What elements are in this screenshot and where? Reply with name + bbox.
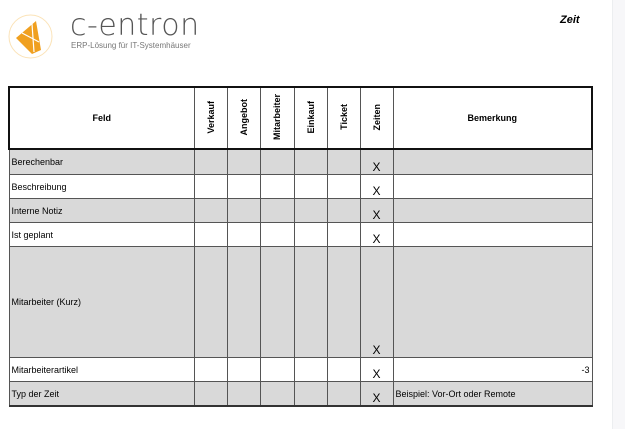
table-row: Mitarbeiter (Kurz) X: [8, 246, 593, 358]
c-entron-logo-icon: [8, 14, 53, 59]
cell-empty: [293, 246, 328, 358]
cell-empty: [293, 148, 328, 175]
cell-empty: [326, 148, 361, 175]
column-header-feld: Feld: [8, 86, 195, 150]
brand-name: c-entron: [70, 8, 200, 43]
cell-feld: Interne Notiz: [8, 198, 195, 223]
column-header-verkauf: Verkauf: [193, 86, 228, 150]
cell-empty: [193, 222, 228, 247]
cell-empty: [226, 246, 261, 358]
cell-empty: [259, 198, 295, 223]
cell-empty: [193, 246, 228, 358]
column-header-mitarbeiter: Mitarbeiter: [259, 86, 295, 150]
cell-empty: [293, 381, 328, 407]
table-row: Interne Notiz X: [8, 198, 593, 223]
cell-empty: [326, 246, 361, 358]
table-row: Berechenbar X: [8, 148, 593, 175]
cell-zeiten: X: [359, 246, 394, 358]
cell-zeiten: X: [359, 148, 394, 175]
cell-bemerkung: [392, 246, 593, 358]
field-table: Feld Verkauf Angebot Mitarbeiter Einkauf…: [8, 86, 593, 407]
table-row: Mitarbeiterartikel X -3: [8, 357, 593, 382]
cell-empty: [326, 357, 361, 382]
cell-empty: [259, 222, 295, 247]
column-header-einkauf: Einkauf: [293, 86, 328, 150]
column-header-bemerkung: Bemerkung: [392, 86, 593, 150]
cell-empty: [326, 174, 361, 199]
cell-bemerkung: [392, 198, 593, 223]
cell-empty: [259, 381, 295, 407]
column-header-angebot: Angebot: [226, 86, 261, 150]
cell-empty: [226, 198, 261, 223]
cell-empty: [259, 246, 295, 358]
cell-bemerkung: [392, 174, 593, 199]
cell-empty: [293, 357, 328, 382]
cell-empty: [193, 148, 228, 175]
cell-empty: [293, 174, 328, 199]
page-title: Zeit: [560, 14, 580, 26]
cell-zeiten: X: [359, 198, 394, 223]
cell-bemerkung: [392, 148, 593, 175]
cell-zeiten: X: [359, 357, 394, 382]
column-header-zeiten: Zeiten: [359, 86, 394, 150]
cell-empty: [259, 148, 295, 175]
cell-feld: Beschreibung: [8, 174, 195, 199]
table-row: Beschreibung X: [8, 174, 593, 199]
cell-feld: Typ der Zeit: [8, 381, 195, 407]
cell-empty: [193, 198, 228, 223]
cell-empty: [326, 381, 361, 407]
cell-zeiten: X: [359, 174, 394, 199]
cell-feld: Berechenbar: [8, 148, 195, 175]
table-row: Ist geplant X: [8, 222, 593, 247]
cell-zeiten: X: [359, 381, 394, 407]
cell-empty: [226, 174, 261, 199]
cell-feld: Mitarbeiterartikel: [8, 357, 195, 382]
brand-tagline: ERP-Lösung für IT-Systemhäuser: [71, 41, 191, 50]
cell-bemerkung: [392, 222, 593, 247]
column-header-ticket: Ticket: [326, 86, 361, 150]
cell-empty: [293, 198, 328, 223]
scrollbar[interactable]: [612, 0, 625, 429]
cell-empty: [226, 357, 261, 382]
table-row: Typ der Zeit X Beispiel: Vor-Ort oder Remo…: [8, 381, 593, 407]
cell-empty: [193, 381, 228, 407]
cell-feld: Mitarbeiter (Kurz): [8, 246, 195, 358]
cell-empty: [193, 174, 228, 199]
cell-empty: [326, 198, 361, 223]
cell-feld: Ist geplant: [8, 222, 195, 247]
cell-empty: [226, 381, 261, 407]
cell-bemerkung: Beispiel: Vor-Ort oder Remote: [392, 381, 593, 407]
cell-zeiten: X: [359, 222, 394, 247]
cell-empty: [326, 222, 361, 247]
cell-empty: [226, 148, 261, 175]
cell-empty: [259, 357, 295, 382]
cell-empty: [293, 222, 328, 247]
cell-empty: [193, 357, 228, 382]
cell-bemerkung: -3: [392, 357, 593, 382]
cell-empty: [259, 174, 295, 199]
cell-empty: [226, 222, 261, 247]
